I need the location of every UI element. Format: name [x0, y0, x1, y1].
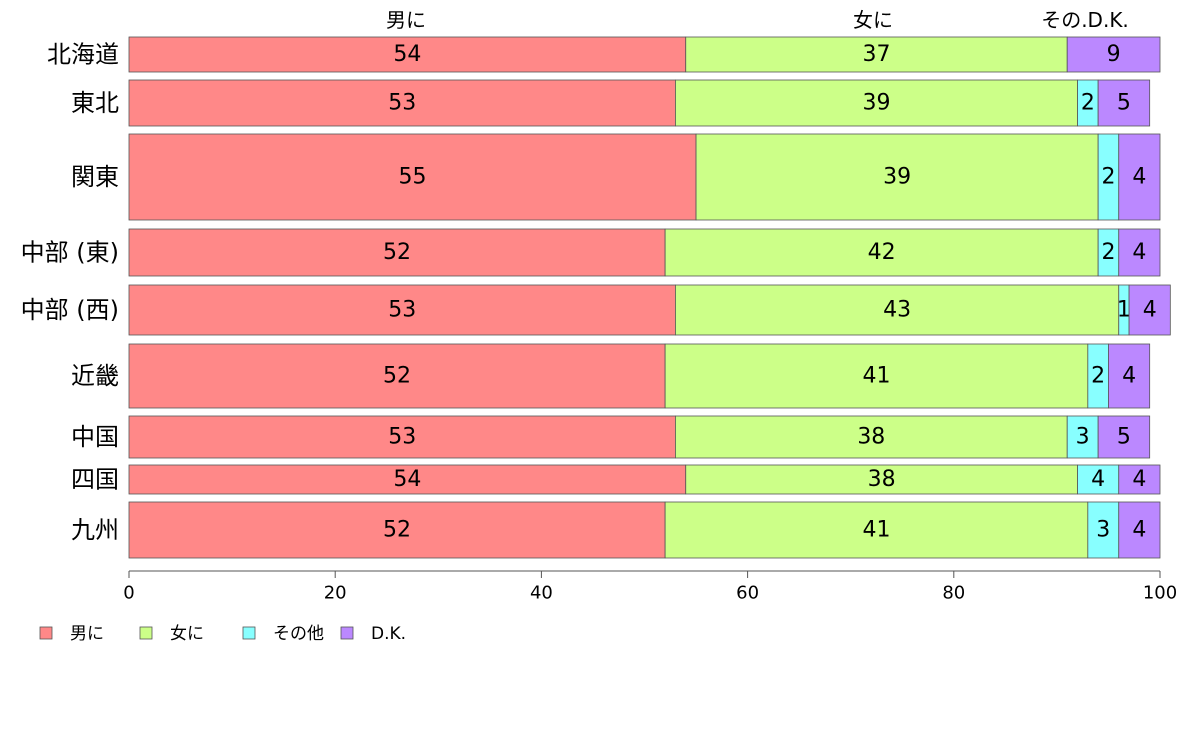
bar-segment	[675, 415, 1068, 459]
bar-value-label: 53	[388, 298, 416, 323]
bar-segment	[685, 464, 1078, 495]
bar-value-label: 52	[383, 518, 411, 543]
bar-segment	[664, 343, 1089, 409]
category-label: 四国	[71, 466, 119, 494]
category-label: 中部 (西)	[21, 296, 119, 324]
bar-segment	[675, 79, 1078, 127]
x-tick-label: 20	[324, 583, 347, 604]
bar-value-label: 4	[1132, 467, 1146, 492]
bar-segment	[1097, 79, 1151, 127]
bar-value-label: 5	[1117, 91, 1131, 116]
legend-label: 女に	[170, 624, 204, 644]
bar-segment	[664, 501, 1089, 559]
legend-swatch	[242, 626, 256, 640]
bar-value-label: 9	[1107, 42, 1121, 67]
bar-value-label: 4	[1143, 298, 1157, 323]
bar-segment	[1077, 464, 1120, 495]
legend-label: 男に	[70, 624, 104, 644]
category-label: 九州	[71, 516, 119, 544]
category-label: 中国	[71, 423, 119, 451]
bar-segment	[128, 36, 687, 73]
bar-value-label: 2	[1081, 91, 1095, 116]
bar-value-label: 4	[1132, 518, 1146, 543]
x-tick-label: 0	[123, 583, 134, 604]
bar-segment	[128, 464, 687, 495]
top-series-label: 女に	[853, 8, 893, 32]
bar-value-label: 4	[1132, 240, 1146, 265]
bar-segment	[675, 284, 1120, 336]
bar-segment	[1097, 415, 1151, 459]
bar-segment	[1128, 284, 1171, 336]
bar-value-label: 42	[868, 240, 896, 265]
top-series-label: その.D.K.	[1041, 8, 1129, 32]
bar-value-label: 54	[393, 42, 421, 67]
x-axis: 0 20 40 60 80 100	[123, 570, 1177, 604]
bar-value-label: 3	[1076, 425, 1090, 450]
bar-value-label: 4	[1091, 467, 1105, 492]
bar-segment	[1087, 501, 1120, 559]
category-label: 東北	[71, 89, 119, 117]
bar-value-label: 52	[383, 240, 411, 265]
legend-swatch	[39, 626, 53, 640]
bar-segment	[1118, 501, 1161, 559]
x-tick-label: 80	[942, 583, 965, 604]
bar-segment	[1108, 343, 1151, 409]
legend-label: その他	[273, 624, 324, 644]
bar-value-label: 39	[862, 91, 890, 116]
bar-value-label: 52	[383, 364, 411, 389]
bar-segment	[1066, 36, 1161, 73]
top-labels: 男に 女に その.D.K.	[386, 8, 1129, 32]
category-label: 中部 (東)	[21, 239, 119, 267]
bar-segment	[1066, 415, 1099, 459]
bar-value-label: 54	[393, 467, 421, 492]
bar-value-label: 43	[883, 298, 911, 323]
bar-value-label: 3	[1096, 518, 1110, 543]
bar-value-label: 38	[868, 467, 896, 492]
bar-value-label: 2	[1101, 240, 1115, 265]
bar-value-label: 1	[1117, 298, 1131, 323]
bar-value-label: 2	[1101, 165, 1115, 190]
x-tick-label: 100	[1143, 583, 1177, 604]
bar-segment	[128, 79, 676, 127]
bar-segment	[664, 228, 1099, 277]
bar-segment	[128, 228, 666, 277]
bar-value-label: 4	[1122, 364, 1136, 389]
bar-value-label: 41	[862, 518, 890, 543]
bar-segment	[128, 133, 697, 221]
bar-segment	[1118, 133, 1161, 221]
category-label: 関東	[71, 163, 119, 191]
bar-value-label: 53	[388, 91, 416, 116]
bar-segment	[1118, 464, 1161, 495]
bar-value-label: 38	[857, 425, 885, 450]
bars: 54 37 953 39 2 555 39 2 452 42 2 453 43 1 452 41 2 453 38 3…	[128, 36, 1171, 559]
bar-value-label: 2	[1091, 364, 1105, 389]
bar-segment	[128, 343, 666, 409]
bar-value-label: 55	[399, 165, 427, 190]
bar-value-label: 39	[883, 165, 911, 190]
bar-segment	[128, 284, 676, 336]
legend-swatch	[139, 626, 153, 640]
bar-value-label: 37	[862, 42, 890, 67]
bar-segment	[128, 415, 676, 459]
x-tick-label: 40	[530, 583, 553, 604]
bar-value-label: 41	[862, 364, 890, 389]
category-label: 北海道	[47, 41, 119, 69]
top-series-label: 男に	[386, 8, 426, 32]
legend-label: D.K.	[371, 624, 406, 644]
bar-segment	[695, 133, 1099, 221]
x-tick-label: 60	[736, 583, 759, 604]
bar-value-label: 4	[1132, 165, 1146, 190]
bar-value-label: 53	[388, 425, 416, 450]
legend: 男に 女に その他 D.K.	[39, 624, 406, 644]
bar-segment	[1118, 228, 1161, 277]
category-label: 近畿	[71, 362, 119, 390]
legend-swatch	[340, 626, 354, 640]
bar-value-label: 5	[1117, 425, 1131, 450]
bar-segment	[685, 36, 1068, 73]
